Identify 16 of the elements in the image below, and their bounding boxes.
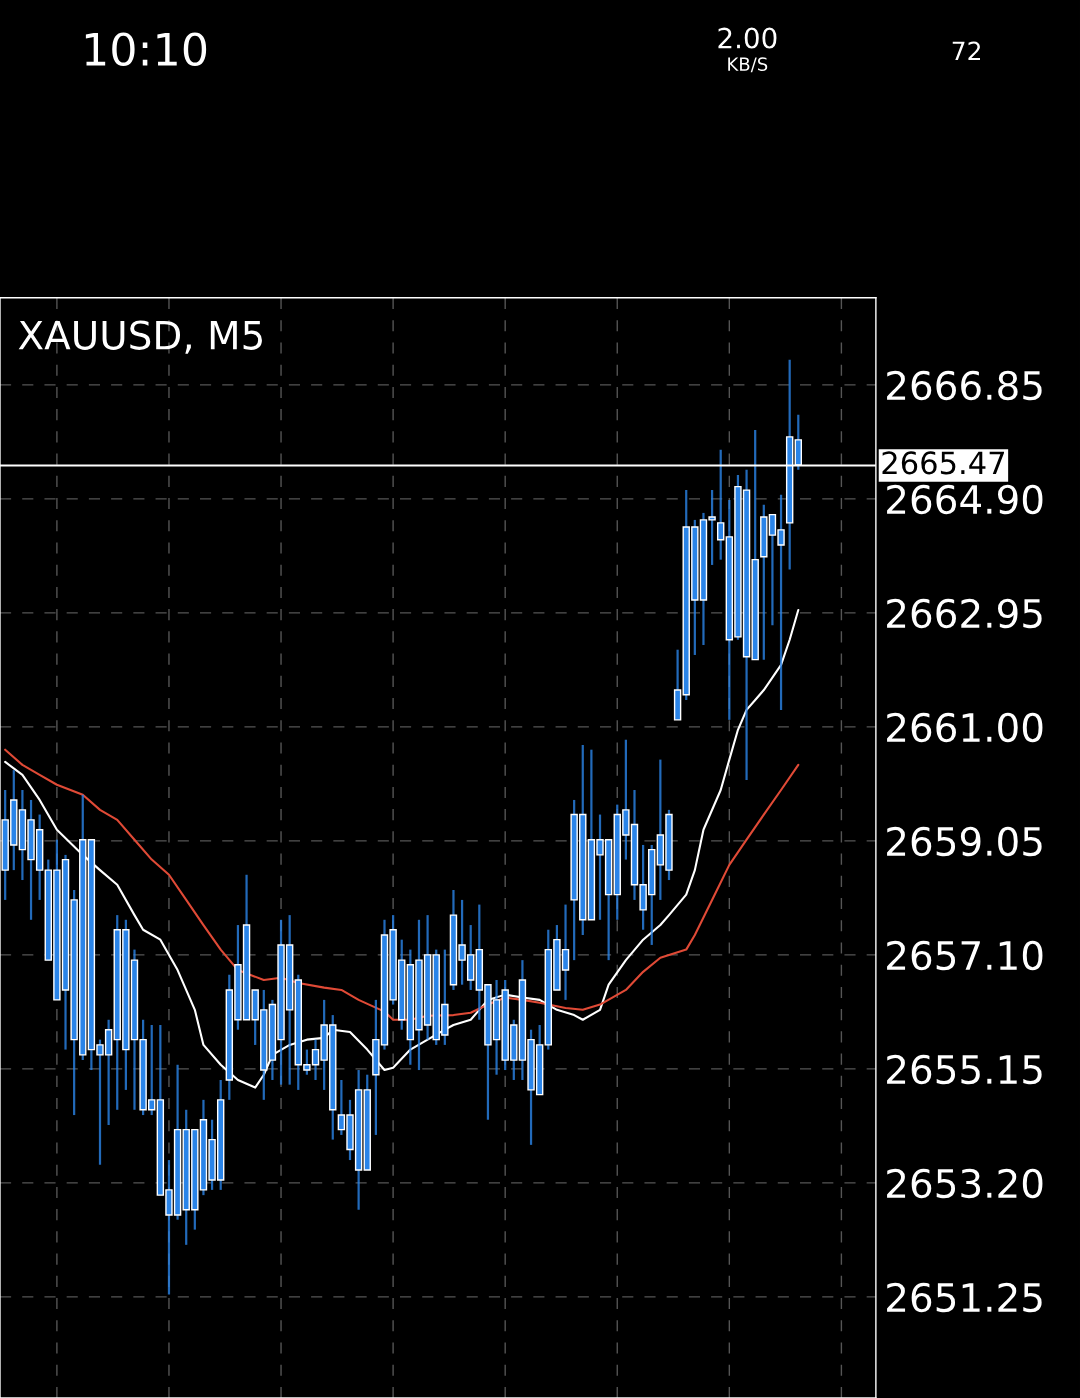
y-tick-label: 2661.00 <box>887 712 1043 743</box>
ref-line-label: 2665.47 <box>882 451 1004 475</box>
y-tick-label: 2657.10 <box>887 940 1043 971</box>
y-tick-label: 2664.90 <box>887 484 1043 515</box>
y-tick-label: 2659.05 <box>887 826 1042 857</box>
y-tick-label: 2662.95 <box>887 598 1042 629</box>
y-tick-label: 2653.20 <box>887 1168 1043 1199</box>
y-tick-label: 2651.25 <box>887 1282 1042 1313</box>
text: 2.00 <box>718 27 777 49</box>
y-tick-label: 2655.15 <box>887 1054 1042 1085</box>
text: 72 <box>952 41 980 61</box>
y-tick-label: 2666.85 <box>887 370 1042 401</box>
text: KB/S <box>728 57 768 73</box>
text: 10:10 <box>85 32 207 67</box>
line-series <box>4 748 800 1021</box>
text: XAUUSD, M5 <box>18 320 262 354</box>
